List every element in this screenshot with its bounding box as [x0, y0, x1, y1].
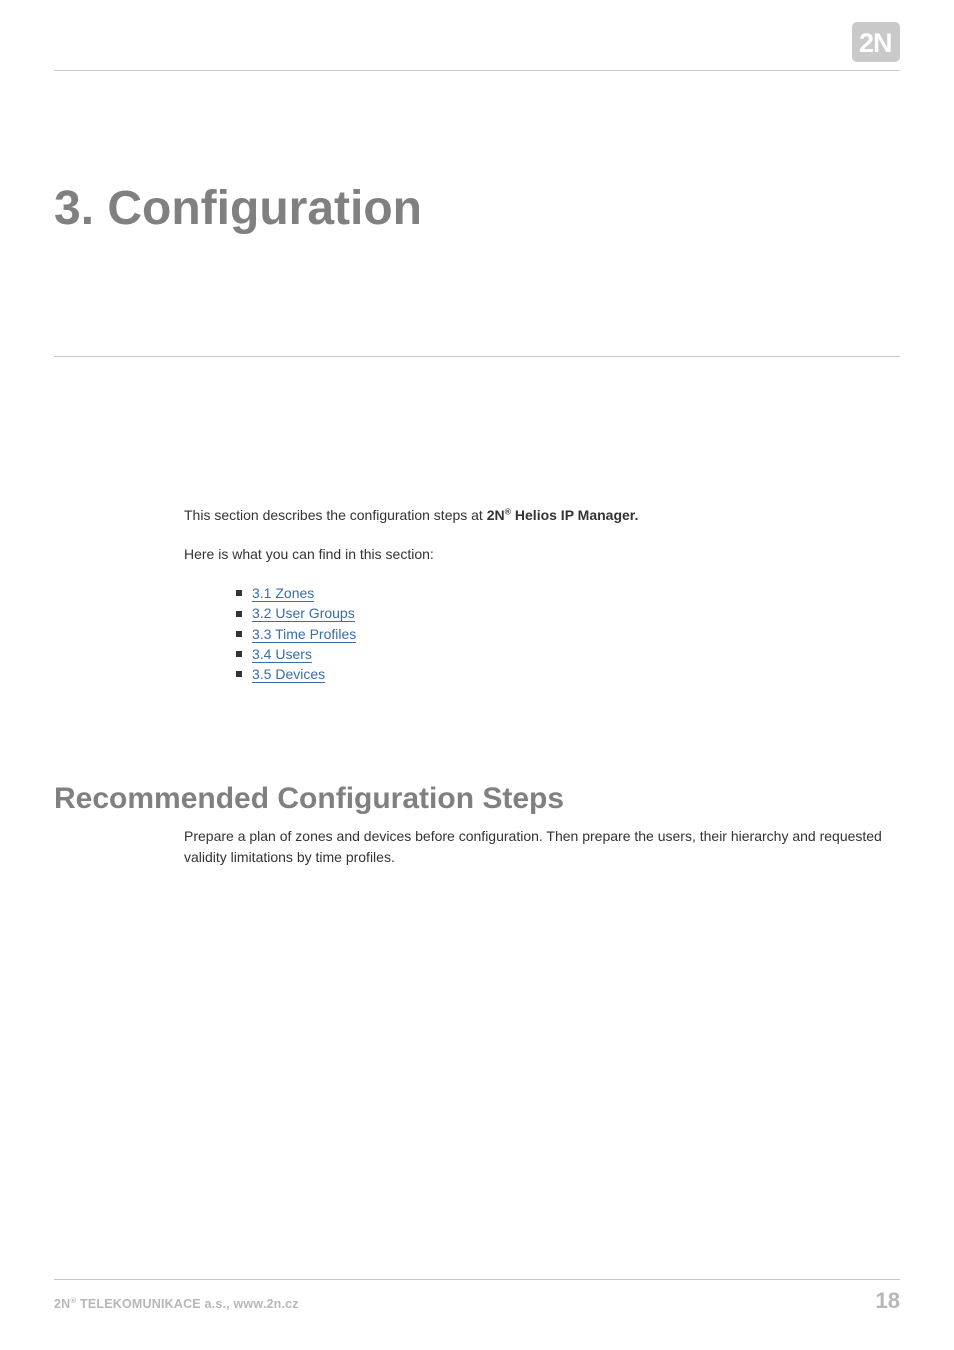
top-divider — [54, 70, 900, 71]
brand-logo: 2N — [852, 22, 900, 67]
mid-divider — [54, 356, 900, 357]
intro-brand: 2N — [487, 507, 505, 523]
section-paragraph: Prepare a plan of zones and devices befo… — [184, 826, 890, 868]
section-body: Prepare a plan of zones and devices befo… — [184, 826, 890, 868]
bullet-icon — [236, 611, 242, 617]
bullet-icon — [236, 590, 242, 596]
page-footer: 2N® TELEKOMUNIKACE a.s., www.2n.cz 18 — [54, 1279, 900, 1314]
intro-paragraph-2: Here is what you can find in this sectio… — [184, 544, 890, 565]
link-zones[interactable]: 3.1 Zones — [252, 585, 314, 602]
link-users[interactable]: 3.4 Users — [252, 646, 312, 663]
footer-divider — [54, 1279, 900, 1280]
section-links-list: 3.1 Zones 3.2 User Groups 3.3 Time Profi… — [236, 583, 890, 684]
document-page: 2N 3. Configuration This section describ… — [0, 0, 954, 1350]
link-user-groups[interactable]: 3.2 User Groups — [252, 605, 355, 622]
brand-logo-text: 2N — [859, 28, 892, 58]
footer-row: 2N® TELEKOMUNIKACE a.s., www.2n.cz 18 — [54, 1288, 900, 1314]
list-item: 3.5 Devices — [236, 664, 890, 684]
body-content: This section describes the configuration… — [184, 505, 890, 684]
page-number: 18 — [876, 1288, 900, 1314]
intro-paragraph-1: This section describes the configuration… — [184, 505, 890, 526]
chapter-title: 3. Configuration — [54, 181, 900, 236]
link-time-profiles[interactable]: 3.3 Time Profiles — [252, 626, 356, 643]
bullet-icon — [236, 671, 242, 677]
bullet-icon — [236, 631, 242, 637]
intro-text-1a: This section describes the configuration… — [184, 507, 487, 523]
list-item: 3.2 User Groups — [236, 603, 890, 623]
list-item: 3.4 Users — [236, 644, 890, 664]
footer-company: 2N® TELEKOMUNIKACE a.s., www.2n.cz — [54, 1296, 299, 1311]
footer-brand: 2N — [54, 1297, 70, 1311]
bullet-icon — [236, 651, 242, 657]
link-devices[interactable]: 3.5 Devices — [252, 666, 325, 683]
list-item: 3.3 Time Profiles — [236, 624, 890, 644]
intro-text-1c: Helios IP Manager. — [511, 507, 638, 523]
list-item: 3.1 Zones — [236, 583, 890, 603]
section-title: Recommended Configuration Steps — [54, 782, 900, 816]
footer-company-text: TELEKOMUNIKACE a.s., www.2n.cz — [76, 1297, 298, 1311]
